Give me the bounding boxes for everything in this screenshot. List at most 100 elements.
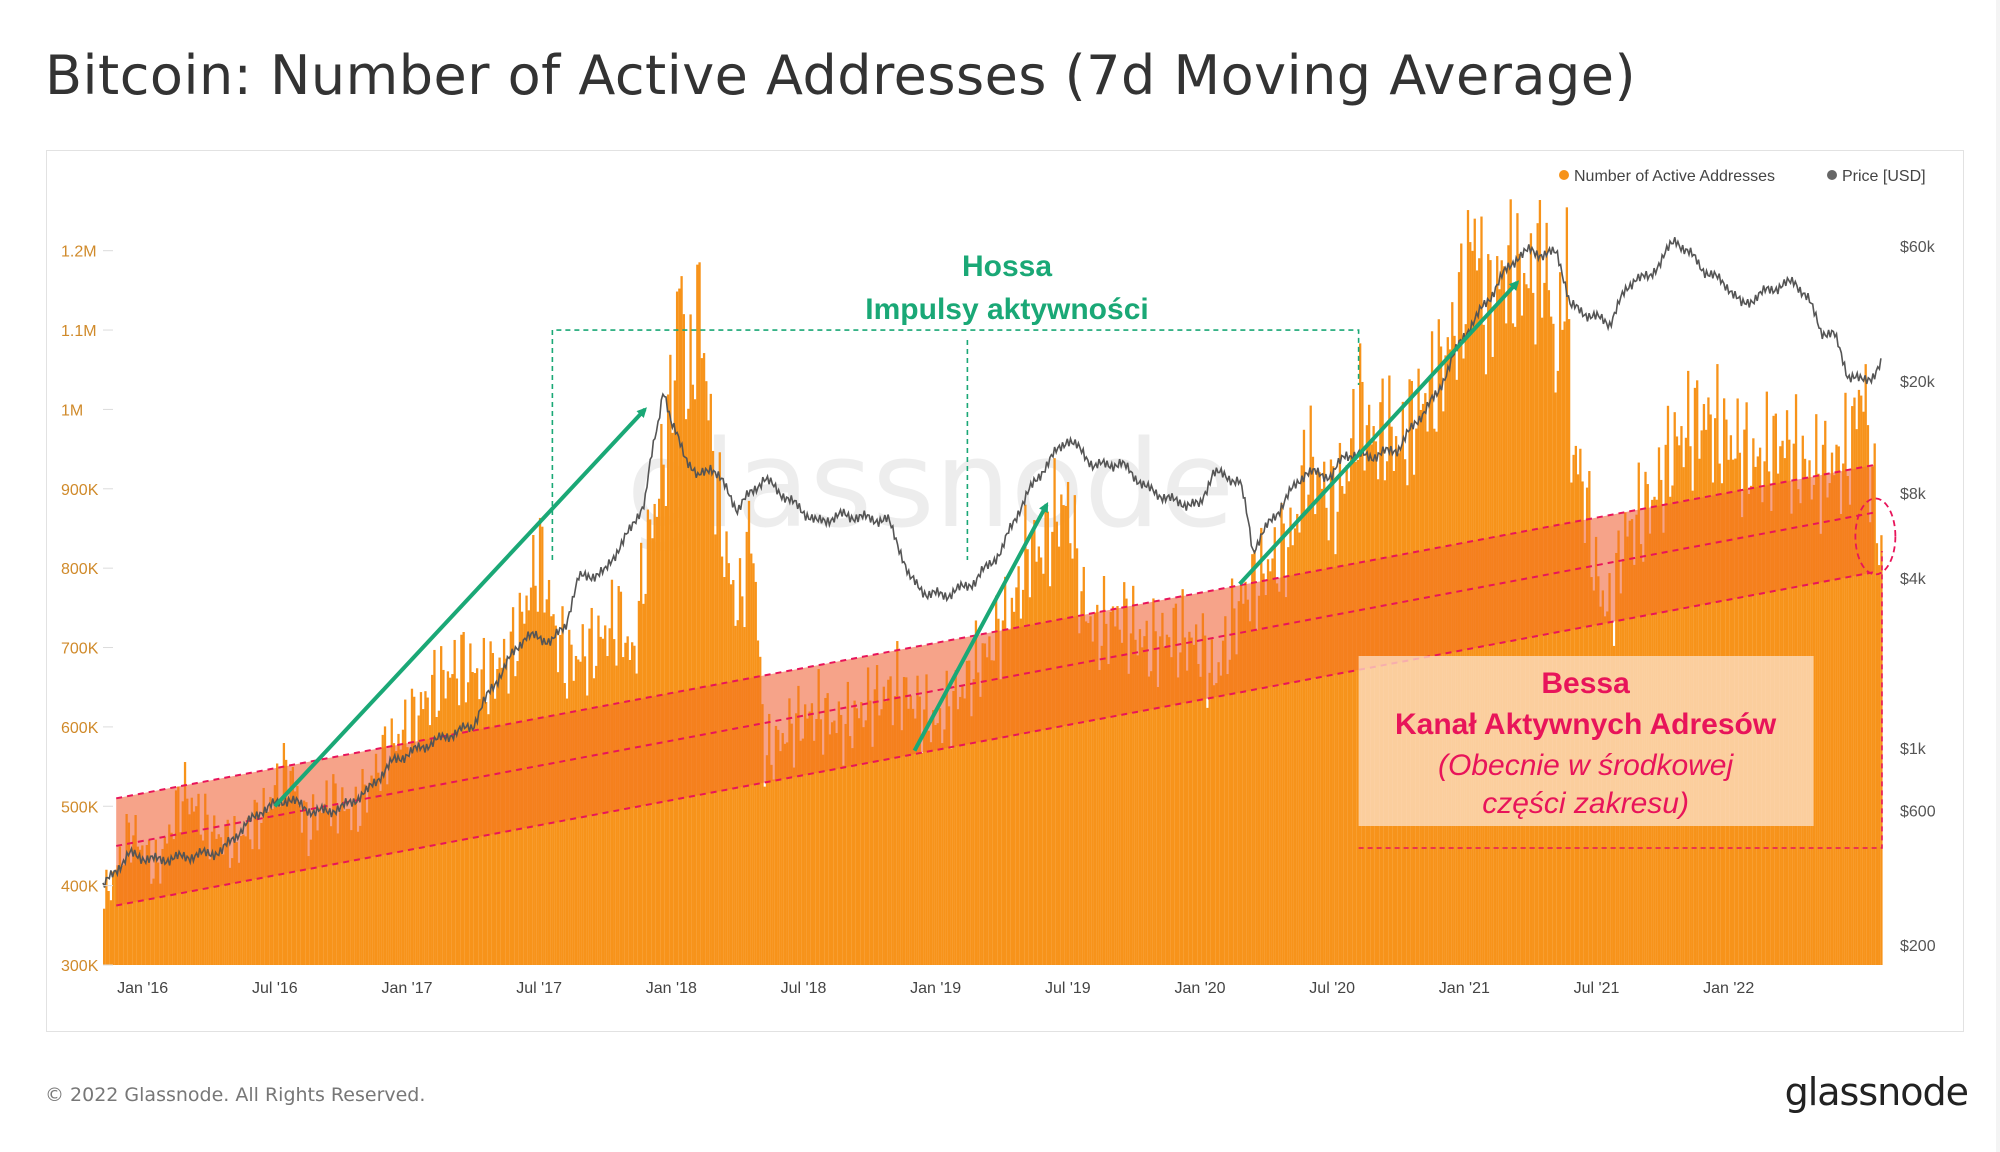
- address-bar: [493, 698, 497, 965]
- address-bar: [1289, 507, 1292, 965]
- address-bar: [675, 291, 679, 965]
- address-bar: [222, 854, 225, 965]
- address-bar: [709, 393, 712, 965]
- left-axis-tick-label: 800K: [61, 561, 99, 578]
- address-bar: [1343, 493, 1346, 965]
- address-bar: [341, 787, 344, 965]
- address-bar: [1839, 513, 1843, 965]
- x-axis-tick-label: Jul '17: [516, 980, 562, 997]
- address-bar: [1071, 558, 1074, 965]
- right-axis-tick-label: $600: [1900, 803, 1936, 820]
- address-bar: [1457, 272, 1461, 965]
- address-bar: [123, 864, 126, 965]
- left-axis-tick-label: 400K: [61, 879, 99, 896]
- address-bar: [669, 354, 672, 965]
- address-bar: [774, 725, 778, 965]
- address-bar: [723, 577, 726, 965]
- address-bar: [514, 676, 517, 965]
- address-bar: [707, 420, 710, 966]
- address-bar: [1460, 243, 1463, 965]
- address-bar: [1318, 472, 1321, 965]
- address-bar: [981, 643, 984, 965]
- x-axis-tick-label: Jan '16: [117, 980, 168, 997]
- address-bar: [1062, 505, 1065, 965]
- address-bar: [1215, 683, 1218, 965]
- address-bar: [568, 629, 571, 965]
- address-bar: [756, 640, 760, 965]
- address-bar: [204, 793, 207, 965]
- address-bar: [1466, 210, 1470, 965]
- address-bar: [1496, 256, 1499, 965]
- address-bar: [129, 862, 133, 965]
- address-bar: [956, 709, 960, 965]
- address-bar: [1287, 547, 1290, 965]
- address-bar: [168, 824, 171, 965]
- address-bar: [213, 815, 216, 965]
- address-bar: [1134, 639, 1137, 965]
- address-bar: [1269, 571, 1272, 965]
- address-bar: [273, 785, 277, 965]
- address-bar: [1154, 631, 1157, 965]
- address-bar: [1341, 486, 1344, 965]
- left-axis-tick-label: 600K: [61, 720, 99, 737]
- address-bar: [1439, 346, 1443, 965]
- address-bar: [941, 743, 944, 965]
- address-bar: [666, 394, 670, 965]
- bear-label-note-1: (Obecnie w środkowej: [1438, 749, 1734, 782]
- address-bar: [500, 667, 503, 965]
- address-bar: [1552, 323, 1555, 965]
- address-bar: [550, 616, 553, 965]
- address-bar: [1096, 604, 1099, 965]
- address-bar: [720, 556, 724, 965]
- address-bar: [300, 832, 304, 965]
- address-bar: [1093, 612, 1097, 965]
- address-bar: [347, 808, 351, 965]
- address-bar: [109, 900, 113, 965]
- address-bar: [1208, 672, 1211, 965]
- address-bar: [397, 733, 400, 965]
- address-bar: [574, 655, 578, 965]
- address-bar: [700, 358, 703, 965]
- legend-swatch-price: [1827, 170, 1837, 180]
- address-bar: [619, 591, 623, 965]
- address-bar: [356, 831, 360, 965]
- address-bar: [1824, 420, 1827, 965]
- bull-label-subtitle: Impulsy aktywności: [865, 293, 1148, 326]
- address-bar: [1860, 395, 1863, 965]
- address-bar: [1089, 616, 1092, 965]
- address-bar: [792, 767, 796, 965]
- address-bar: [1091, 641, 1094, 965]
- address-bar: [1296, 513, 1299, 965]
- address-bar: [1828, 483, 1831, 965]
- address-bar: [325, 780, 328, 965]
- address-bar: [399, 749, 402, 965]
- address-bar: [228, 867, 232, 965]
- address-bar: [388, 764, 391, 965]
- address-bar: [1323, 461, 1326, 965]
- address-bar: [293, 791, 297, 965]
- address-bar: [1264, 595, 1267, 965]
- address-bar: [741, 596, 744, 965]
- address-bar: [1523, 273, 1526, 965]
- address-bar: [664, 506, 668, 965]
- address-bar: [138, 849, 142, 965]
- address-bar: [201, 840, 205, 965]
- address-bar: [693, 399, 697, 965]
- channel-middle-line: [116, 511, 1875, 847]
- address-bar: [545, 599, 548, 965]
- address-bar: [419, 692, 423, 965]
- address-bar: [1316, 469, 1319, 965]
- address-bar: [588, 628, 591, 965]
- address-bar: [1042, 573, 1045, 965]
- address-bar: [750, 553, 753, 965]
- address-bar: [959, 696, 962, 965]
- address-bar: [608, 628, 611, 965]
- address-bar: [1138, 629, 1142, 965]
- address-bar: [1469, 242, 1472, 965]
- address-bar: [1105, 623, 1108, 965]
- address-bar: [350, 830, 353, 965]
- address-bar: [134, 815, 137, 965]
- address-bar: [606, 656, 609, 965]
- address-bar: [114, 869, 117, 965]
- address-bar: [624, 642, 627, 965]
